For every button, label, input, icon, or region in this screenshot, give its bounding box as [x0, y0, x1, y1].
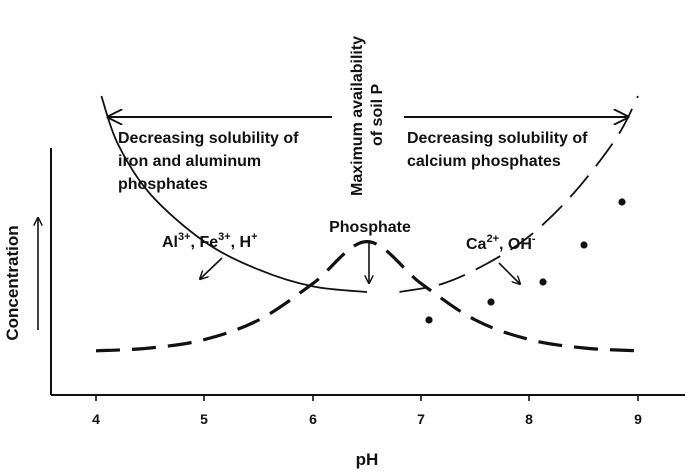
- ca-oh-curve-dots: [425, 198, 626, 324]
- al-fe-h-curve: [100, 95, 368, 293]
- ca-oh-dot: [618, 198, 626, 206]
- ca-oh-dot: [539, 278, 547, 286]
- left-annotation-line-1: Decreasing solubility of: [118, 130, 299, 147]
- left-annotation: Decreasing solubility of iron and alumin…: [118, 130, 299, 193]
- ca-oh-dot: [425, 316, 433, 324]
- ca-oh-dot: [487, 298, 495, 306]
- x-tick-label-5: 5: [200, 411, 208, 427]
- left-annotation-line-3: phosphates: [118, 176, 208, 193]
- ca-oh-dot: [580, 241, 588, 249]
- ca-oh-curve: [399, 95, 639, 293]
- phosphate-label: Phosphate: [329, 219, 411, 236]
- x-ticks: [95, 395, 639, 401]
- right-annotation-line-1: Decreasing solubility of: [407, 130, 588, 147]
- ca-oh-label: Ca2+, OH-: [466, 233, 536, 253]
- max-availability-line-1: Maximum availability: [349, 36, 366, 196]
- al-fe-h-label: Al3+, Fe3+, H+: [162, 231, 258, 251]
- al-fe-h-pointer-arrow: [200, 257, 223, 279]
- x-tick-label-8: 8: [525, 411, 533, 427]
- x-axis-title: pH: [356, 450, 379, 469]
- ca-oh-pointer-arrow: [498, 262, 520, 284]
- x-tick-labels: 4 5 6 7 8 9: [92, 411, 642, 427]
- phosphate-curve: [95, 239, 639, 353]
- max-availability-label: Maximum availability of soil P: [349, 36, 386, 196]
- right-annotation-line-2: calcium phosphates: [407, 153, 561, 170]
- left-annotation-line-2: iron and aluminum: [118, 153, 261, 170]
- max-availability-line-2: of soil P: [369, 83, 386, 146]
- y-axis-title: Concentration: [3, 225, 22, 340]
- x-tick-label-7: 7: [417, 411, 425, 427]
- x-tick-label-4: 4: [92, 411, 100, 427]
- right-annotation: Decreasing solubility of calcium phospha…: [407, 130, 588, 170]
- x-tick-label-6: 6: [309, 411, 317, 427]
- x-tick-label-9: 9: [634, 411, 642, 427]
